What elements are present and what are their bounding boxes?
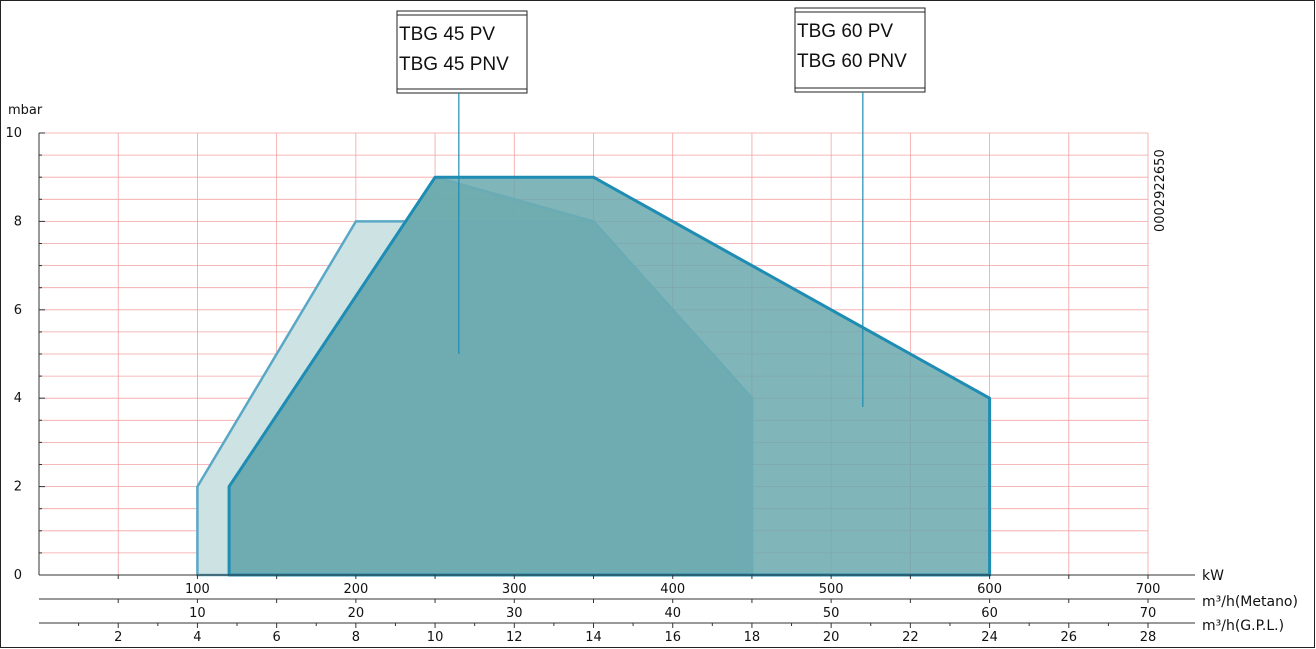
- x-tick-label-metano: 20: [348, 606, 365, 621]
- x-tick-label-gpl: 22: [902, 630, 919, 645]
- y-tick-label: 6: [14, 303, 22, 318]
- x-tick-label-gpl: 26: [1061, 630, 1078, 645]
- y-tick-label: 10: [5, 126, 22, 141]
- y-tick-label: 0: [14, 568, 22, 583]
- x-tick-label-metano: 30: [506, 606, 523, 621]
- x-tick-label-metano: 60: [981, 606, 998, 621]
- x-tick-label-kw: 500: [819, 582, 844, 597]
- x-tick-label-metano: 40: [664, 606, 681, 621]
- x-tick-label-metano: 50: [823, 606, 840, 621]
- x-tick-label-kw: 200: [343, 582, 368, 597]
- y-tick-label: 8: [14, 214, 22, 229]
- label-boxes: TBG 45 PV TBG 45 PNV TBG 60 PV TBG 60 PNV: [396, 7, 926, 408]
- x-tick-label-metano: 70: [1140, 606, 1157, 621]
- x-tick-label-gpl: 18: [744, 630, 761, 645]
- x-tick-label-gpl: 4: [193, 630, 201, 645]
- drawing-code: 0002922650: [1153, 149, 1168, 232]
- x-tick-label-kw: 300: [502, 582, 527, 597]
- label-box: [794, 7, 926, 93]
- x-tick-label-gpl: 10: [427, 630, 444, 645]
- x-tick-label-metano: 10: [189, 606, 206, 621]
- x-tick-label-gpl: 20: [823, 630, 840, 645]
- x-tick-label-kw: 600: [977, 582, 1002, 597]
- x-axis-unit-metano: m³/h(Metano): [1202, 594, 1298, 610]
- x-tick-label-gpl: 2: [114, 630, 122, 645]
- x-tick-label-kw: 100: [185, 582, 210, 597]
- x-tick-label-gpl: 14: [585, 630, 602, 645]
- x-tick-label-gpl: 28: [1140, 630, 1157, 645]
- x-tick-label-kw: 400: [660, 582, 685, 597]
- label-box-text: TBG 45 PV: [399, 24, 495, 45]
- area-tbg-60: [227, 175, 992, 577]
- x-tick-label-gpl: 24: [981, 630, 998, 645]
- label-box-text: TBG 60 PNV: [797, 51, 907, 72]
- x-axis-unit-gpl: m³/h(G.P.L.): [1202, 618, 1284, 634]
- y-tick-label: 2: [14, 480, 22, 495]
- y-tick-label: 4: [14, 391, 22, 406]
- label-box: [396, 10, 528, 94]
- x-tick-label-gpl: 6: [273, 630, 281, 645]
- x-tick-label-gpl: 12: [506, 630, 523, 645]
- working-areas: [196, 175, 992, 577]
- label-box-text: TBG 60 PV: [797, 21, 893, 42]
- x-tick-label-gpl: 16: [664, 630, 681, 645]
- label-box-text: TBG 45 PNV: [399, 54, 509, 75]
- x-tick-label-gpl: 8: [352, 630, 360, 645]
- y-axis-label: mbar: [8, 103, 43, 118]
- x-axis-unit-kw: kW: [1202, 568, 1224, 584]
- x-tick-label-kw: 700: [1136, 582, 1161, 597]
